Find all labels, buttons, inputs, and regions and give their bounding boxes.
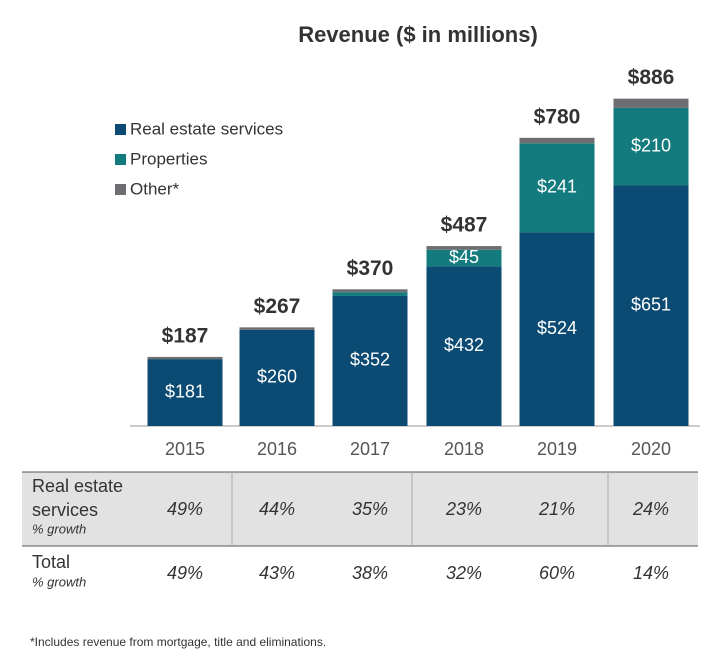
table-cell: 24% <box>632 499 669 519</box>
bar-segment <box>332 292 408 296</box>
table-cell: 14% <box>633 563 669 583</box>
row-label: Real estate <box>32 476 123 496</box>
bar-segment <box>239 327 315 330</box>
bar-value-label: $260 <box>257 367 297 387</box>
footnote: *Includes revenue from mortgage, title a… <box>30 635 326 649</box>
total-label: $187 <box>162 324 209 347</box>
table-cell: 35% <box>352 499 388 519</box>
table-cell: 49% <box>167 499 203 519</box>
legend-label: Real estate services <box>130 119 283 138</box>
x-tick-label: 2018 <box>444 439 484 459</box>
legend-swatch <box>115 184 126 195</box>
row-sublabel: % growth <box>32 521 86 536</box>
bar-segment <box>426 266 502 426</box>
x-tick-label: 2016 <box>257 439 297 459</box>
bar-segment <box>147 356 223 360</box>
bar-segment <box>332 295 408 426</box>
table-cell: 23% <box>445 499 482 519</box>
bar-segment <box>147 359 223 426</box>
table-cell: 38% <box>352 563 388 583</box>
total-label: $487 <box>441 214 488 237</box>
bar-segment <box>519 137 595 144</box>
bar-value-label: $210 <box>631 135 671 155</box>
x-tick-label: 2015 <box>165 439 205 459</box>
table-cell: 44% <box>259 499 295 519</box>
x-tick-label: 2017 <box>350 439 390 459</box>
legend-label: Properties <box>130 149 207 168</box>
x-tick-label: 2020 <box>631 439 671 459</box>
bar-value-label: $651 <box>631 294 671 314</box>
x-tick-label: 2019 <box>537 439 577 459</box>
bar-segment <box>426 249 502 267</box>
legend-swatch <box>115 154 126 165</box>
bar-segment <box>332 289 408 293</box>
bar-segment <box>519 143 595 233</box>
bar-segment <box>613 185 689 426</box>
bar-value-label: $241 <box>537 177 577 197</box>
row-label: Total <box>32 552 70 572</box>
bar-segment <box>613 98 689 108</box>
row-sublabel: % growth <box>32 574 86 589</box>
bar-value-label: $432 <box>444 335 484 355</box>
bar-segment <box>613 107 689 186</box>
total-label: $370 <box>347 257 394 280</box>
bar-value-label: $524 <box>537 318 577 338</box>
table-row-bg <box>22 472 698 546</box>
table-cell: 49% <box>167 563 203 583</box>
bar-segment <box>519 232 595 426</box>
row-label: services <box>32 500 98 520</box>
table-cell: 21% <box>538 499 575 519</box>
table-cell: 60% <box>539 563 575 583</box>
total-label: $886 <box>628 66 675 89</box>
legend-swatch <box>115 124 126 135</box>
total-label: $780 <box>534 105 581 128</box>
chart-title: Revenue ($ in millions) <box>298 22 538 47</box>
table-cell: 43% <box>259 563 295 583</box>
table-cell: 32% <box>446 563 482 583</box>
bar-value-label: $45 <box>449 247 479 267</box>
bar-value-label: $181 <box>165 381 205 401</box>
bar-value-label: $352 <box>350 350 390 370</box>
total-label: $267 <box>254 295 301 318</box>
legend-label: Other* <box>130 179 180 198</box>
bar-segment <box>426 246 502 250</box>
bar-segment <box>239 329 315 426</box>
